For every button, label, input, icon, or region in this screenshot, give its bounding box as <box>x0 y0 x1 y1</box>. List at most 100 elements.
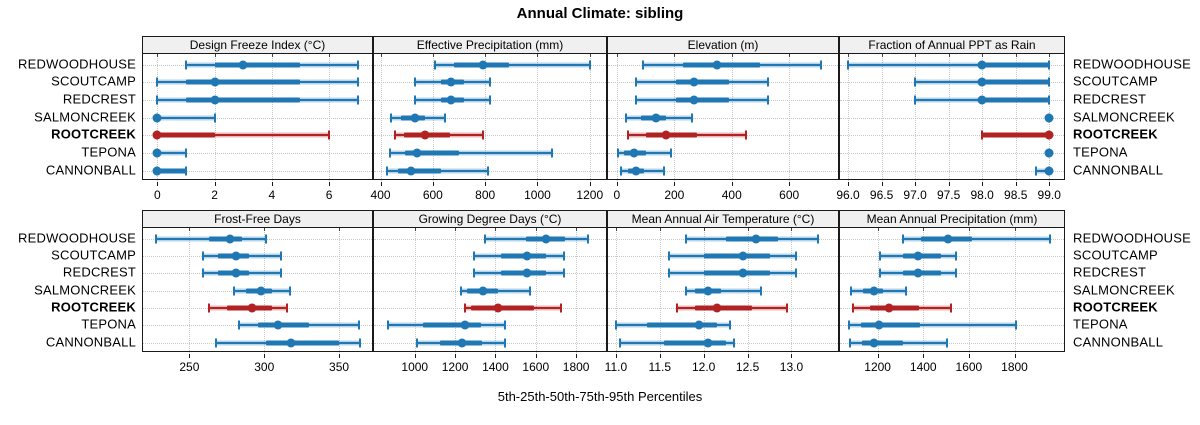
axis-tick-label: 4 <box>268 188 276 202</box>
median-dot <box>457 338 467 347</box>
median-dot <box>661 130 671 140</box>
axis-tick-inner <box>495 228 497 231</box>
axis-tick-label: 1000 <box>524 188 551 202</box>
whisker-cap-low <box>233 286 236 295</box>
iqr-band-25-75 <box>902 253 942 259</box>
median-dot <box>446 95 456 105</box>
site-label-right: REDWOODHOUSE <box>1073 230 1191 245</box>
whisker-cap-low <box>914 95 917 105</box>
whisker-line <box>157 134 330 137</box>
axis-tick-label: 1200 <box>441 360 469 374</box>
whisker-cap-low <box>848 320 851 330</box>
axis-tick-inner <box>329 54 331 57</box>
axis-tick-inner <box>659 228 661 231</box>
whisker-cap-high <box>550 148 553 158</box>
panel-title: Mean Annual Precipitation (mm) <box>866 212 1038 226</box>
whisker-cap-low <box>460 286 463 295</box>
axis-tick-inner <box>948 54 950 57</box>
iqr-band-25-75 <box>982 62 1050 67</box>
panel-title: Mean Annual Air Temperature (°C) <box>631 212 815 226</box>
iqr-band-25-75 <box>157 132 215 138</box>
whisker-cap-low <box>484 234 487 243</box>
whisker-cap-high <box>663 166 666 175</box>
panel-effective-precipitation-mm-: Effective Precipitation (mm) 400 600 800 100… <box>371 36 607 202</box>
whisker-line <box>157 116 215 119</box>
site-label-right: CANNONBALL <box>1073 162 1164 177</box>
axis-tick <box>414 354 416 358</box>
axis-tick-label: 13.0 <box>779 360 804 374</box>
whisker-cap-high <box>279 251 282 261</box>
panel-title: Design Freeze Index (°C) <box>189 38 326 52</box>
axis-tick <box>339 354 341 358</box>
iqr-band-25-75 <box>860 322 920 328</box>
axis-tick-label: 1200 <box>576 188 604 202</box>
median-dot <box>210 77 220 87</box>
whisker-cap-low <box>847 60 850 69</box>
axis-tick-inner <box>968 228 970 231</box>
site-label-right: ROOTCREEK <box>1073 299 1158 315</box>
axis-tick-inner <box>747 228 749 231</box>
iqr-band-25-75 <box>902 270 942 276</box>
axis-tick-label: 1200 <box>864 360 891 374</box>
axis-tick-inner <box>214 54 216 57</box>
panel-title: Effective Precipitation (mm) <box>416 38 564 52</box>
median-dot <box>689 95 699 105</box>
site-label-right: SCOUTCAMP <box>1073 247 1158 263</box>
iqr-band-25-75 <box>265 340 340 345</box>
horizontal-gridline <box>840 152 1064 154</box>
horizontal-gridline <box>143 152 372 154</box>
axis-tick <box>968 354 970 358</box>
axis-tick-inner <box>271 54 273 57</box>
whisker-cap-high <box>213 113 216 122</box>
panel-mean-annual-precipitation-mm-: Mean Annual Precipitation (mm) 1200 1400 16… <box>839 210 1065 374</box>
whisker-cap-low <box>620 166 623 175</box>
iqr-band-25-75 <box>157 168 186 173</box>
axis-tick <box>674 182 676 186</box>
axis-tick <box>576 354 578 358</box>
plot-area: 11.0 11.5 12.0 12.5 13.0 <box>605 228 838 374</box>
whisker-cap-low <box>685 286 688 295</box>
axis-tick-inner <box>432 54 434 57</box>
axis-tick-label: 96.5 <box>869 188 894 202</box>
axis-tick <box>157 182 159 186</box>
axis-tick-inner <box>414 228 416 231</box>
axis-tick-label: 400 <box>721 188 742 202</box>
axis-tick <box>535 354 537 358</box>
site-label-right: REDCREST <box>1073 264 1147 280</box>
whisker-cap-high <box>359 338 362 347</box>
site-label-left: SALMONCREEK <box>34 109 136 124</box>
axis-tick-inner <box>189 228 191 231</box>
iqr-band-25-75 <box>982 97 1050 103</box>
axis-tick <box>881 182 883 186</box>
whisker-cap-high <box>733 338 736 347</box>
horizontal-gridline <box>608 117 838 119</box>
axis-tick-inner <box>915 54 917 57</box>
axis-tick <box>915 182 917 186</box>
iqr-band-25-75 <box>185 97 301 103</box>
site-label-left: REDCREST <box>62 91 136 107</box>
axis-tick-inner <box>615 228 617 231</box>
whisker-cap-high <box>489 77 492 87</box>
whisker-cap-low <box>184 60 187 69</box>
site-label-left: SALMONCREEK <box>34 282 136 297</box>
whisker-cap-low <box>914 77 917 87</box>
median-dot <box>1044 166 1054 175</box>
whisker-cap-low <box>386 166 389 175</box>
whisker-cap-low <box>388 148 391 158</box>
median-dot <box>874 320 884 330</box>
whisker-cap-low <box>201 268 204 278</box>
median-dot <box>977 77 987 87</box>
axis-tick-inner <box>1014 228 1016 231</box>
horizontal-gridline <box>840 135 1064 137</box>
whisker-cap-low <box>386 320 389 330</box>
iqr-band-25-75 <box>405 150 459 156</box>
whisker-cap-high <box>816 234 819 243</box>
whisker-cap-high <box>356 77 359 87</box>
axis-tick <box>948 182 950 186</box>
median-dot <box>152 113 162 122</box>
median-dot <box>943 234 953 243</box>
median-dot <box>869 338 879 347</box>
axis-tick <box>537 182 539 186</box>
axis-tick-label: 11.0 <box>604 360 628 374</box>
axis-tick-inner <box>881 54 883 57</box>
